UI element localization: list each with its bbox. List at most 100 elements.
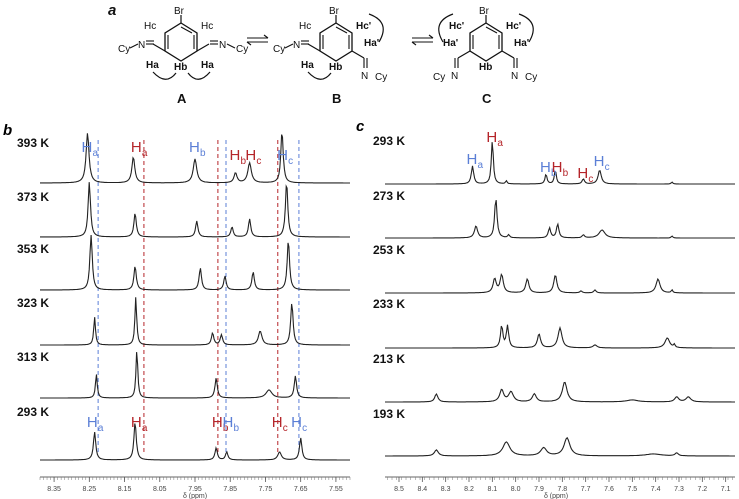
hc-right-label: Hc	[201, 21, 213, 32]
peak-label-h: H	[222, 414, 233, 431]
br-label: Br	[479, 6, 490, 17]
axis-tick-label: 8.3	[441, 486, 451, 493]
ha-left: Ha	[146, 60, 159, 71]
ha-prime-right: Ha'	[364, 38, 379, 49]
panel-b-x-axis: 8.35 8.25 8.15 8.05 7.95 7.85 7.75 7.65 7.55 δ (p…	[39, 476, 351, 499]
spectrum-trace	[40, 352, 350, 399]
axis-tick-label: 7.55	[329, 486, 343, 493]
peak-label-h: H	[272, 414, 283, 431]
temperature-label: 273 K	[373, 189, 405, 203]
temperature-label: 253 K	[373, 243, 405, 257]
panel-c-temperatures: 293 K 273 K 253 K 233 K 213 K 193 K	[373, 134, 405, 421]
hc-prime-left: Hc'	[449, 21, 464, 32]
axis-tick-label: 8.25	[83, 486, 97, 493]
n-right: N	[511, 71, 518, 82]
axis-tick-label: 7.6	[604, 486, 614, 493]
peak-label-sub: c	[605, 162, 610, 173]
cy-left: Cy	[433, 72, 445, 83]
axis-tick-label: 7.1	[721, 486, 731, 493]
spectrum-trace	[385, 272, 735, 294]
axis-tick-label: 7.9	[534, 486, 544, 493]
ha-prime-left: Ha'	[443, 38, 458, 49]
axis-tick-label: 7.2	[697, 486, 707, 493]
hc-prime-label: Hc'	[356, 21, 371, 32]
equilibrium-arrow-2	[411, 34, 434, 46]
panel-a-structures: a Br Hc Hc N N Cy Cy	[108, 2, 537, 106]
peak-label-h: H	[82, 139, 93, 156]
peak-label-sub: b	[241, 156, 247, 167]
peak-label-sub: a	[497, 138, 503, 149]
structure-c: Br Hc' Hc' Ha' Ha' N N Cy Cy Hb C	[433, 6, 537, 106]
n-right: N	[219, 40, 226, 51]
axis-tick-label: 8.05	[153, 486, 167, 493]
peak-label-sub: b	[200, 148, 206, 159]
peak-label-h: H	[291, 414, 302, 431]
spectrum-trace	[40, 182, 350, 238]
peak-label-sub: c	[288, 156, 293, 167]
peak-label-sub: b	[563, 168, 569, 179]
peak-label-sub: a	[93, 148, 99, 159]
peak-label-h: H	[189, 139, 200, 156]
cy-right: Cy	[525, 72, 537, 83]
structure-c-name: C	[482, 91, 492, 106]
axis-tick-label: 8.35	[47, 486, 61, 493]
axis-tick-label: 7.95	[188, 486, 202, 493]
peak-label-h: H	[277, 147, 288, 164]
hc-left-label: Hc	[299, 21, 311, 32]
peak-label-h: H	[131, 414, 142, 431]
structure-a: Br Hc Hc N N Cy Cy Ha Hb Ha A	[118, 6, 248, 106]
axis-tick-label: 7.8	[557, 486, 567, 493]
panel-b-temperatures: 393 K 373 K 353 K 323 K 313 K 293 K	[17, 136, 49, 419]
panel-c-x-axis: 8.5 8.4 8.3 8.2 8.1 8.0 7.9 7.8 7.7 7.6 7.5 7.4 7.3 7…	[385, 476, 735, 499]
br-label: Br	[174, 6, 185, 17]
axis-tick-label: 7.7	[581, 486, 591, 493]
axis-tick-label: 7.5	[627, 486, 637, 493]
peak-label-h: H	[594, 153, 605, 170]
axis-tick-label: 8.2	[464, 486, 474, 493]
peak-label-sub: c	[256, 156, 261, 167]
peak-label-h: H	[540, 159, 551, 176]
axis-tick-label: 8.5	[394, 486, 404, 493]
hb-label: Hb	[174, 62, 187, 73]
hb-label: Hb	[329, 62, 342, 73]
temperature-label: 293 K	[373, 134, 405, 148]
peak-label-h: H	[230, 147, 241, 164]
temperature-label: 353 K	[17, 242, 49, 256]
panel-b-label: b	[3, 122, 12, 139]
peak-label-h: H	[467, 151, 478, 168]
peak-label-h: H	[486, 129, 497, 146]
axis-tick-label: 7.4	[651, 486, 661, 493]
n-left: N	[451, 71, 458, 82]
peak-label-sub: a	[98, 423, 104, 434]
axis-tick-label: 8.4	[417, 486, 427, 493]
panel-b-spectra	[40, 133, 350, 461]
axis-tick-label: 7.65	[294, 486, 308, 493]
peak-label-h: H	[245, 147, 256, 164]
peak-label-sub: c	[283, 423, 288, 434]
cy-left: Cy	[273, 44, 285, 55]
temperature-label: 393 K	[17, 136, 49, 150]
spectrum-trace	[40, 423, 350, 461]
peak-label-h: H	[87, 414, 98, 431]
spectrum-trace	[385, 324, 735, 349]
structure-b: Br Hc Hc' N Cy Ha' N Cy Ha Hb B	[273, 6, 387, 106]
axis-tick-label: 7.75	[259, 486, 273, 493]
axis-tick-label: 8.0	[511, 486, 521, 493]
peak-label-sub: c	[588, 174, 593, 185]
peak-label-sub: a	[142, 423, 148, 434]
hc-left-label: Hc	[144, 21, 156, 32]
peak-label-sub: b	[233, 423, 239, 434]
axis-title: δ (ppm)	[544, 493, 568, 499]
peak-label-h: H	[212, 414, 223, 431]
spectrum-trace	[385, 436, 735, 457]
spectrum-trace	[385, 142, 735, 185]
panel-b-guide-lines	[97, 140, 300, 455]
hb-label: Hb	[479, 62, 492, 73]
axis-tick-label: 7.3	[674, 486, 684, 493]
n-right: N	[361, 71, 368, 82]
peak-label-sub: a	[478, 160, 484, 171]
